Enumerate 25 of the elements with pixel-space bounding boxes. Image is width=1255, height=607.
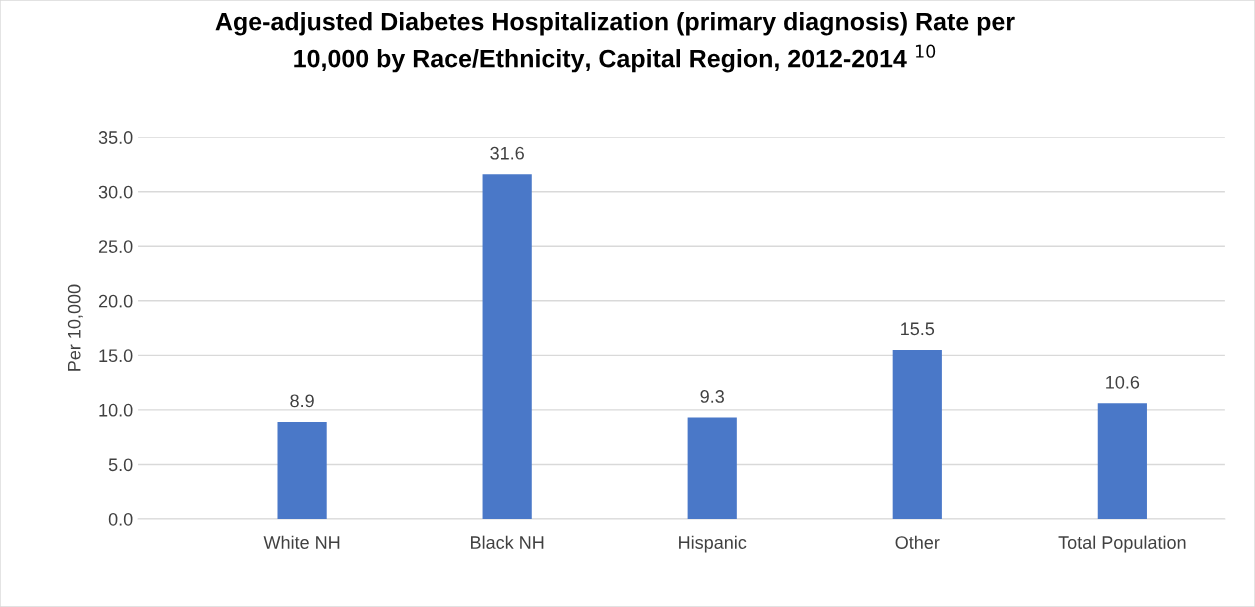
bar [482, 174, 532, 519]
x-tick-label: Other [895, 535, 940, 549]
x-tick-label: Total Population [1058, 535, 1186, 553]
bar [1097, 403, 1147, 519]
y-tick-label: 20.0 [98, 294, 133, 308]
bar [687, 417, 737, 519]
y-axis-title: Per 10,000 [67, 284, 83, 371]
y-tick-label: 5.0 [108, 458, 133, 472]
y-tick-label: 15.0 [99, 349, 133, 363]
data-label: 15.5 [901, 322, 935, 336]
data-label: 8.9 [290, 394, 314, 408]
data-label: 9.3 [700, 390, 724, 403]
bar [892, 349, 942, 519]
y-tick-label: 30.0 [98, 185, 133, 199]
y-tick-label: 0.0 [108, 512, 133, 526]
x-tick-label: Hispanic [679, 535, 747, 553]
bar [277, 421, 327, 519]
x-tick-label: Black NH [471, 535, 544, 549]
data-label: 31.6 [490, 146, 524, 160]
x-tick-label: White NH [263, 535, 340, 549]
y-tick-label: 25.0 [98, 240, 133, 253]
y-tick-label: 35.0 [98, 131, 133, 144]
chart-title: Age-adjusted Diabetes Hospitalization (primary diagnosis) Rate per 10,000 by Race/Ethnicity, Capital Region, 2012-2014 $^{10}$ [215, 12, 1015, 73]
data-label: 10.6 [1106, 375, 1140, 389]
y-tick-label: 10.0 [99, 403, 133, 417]
